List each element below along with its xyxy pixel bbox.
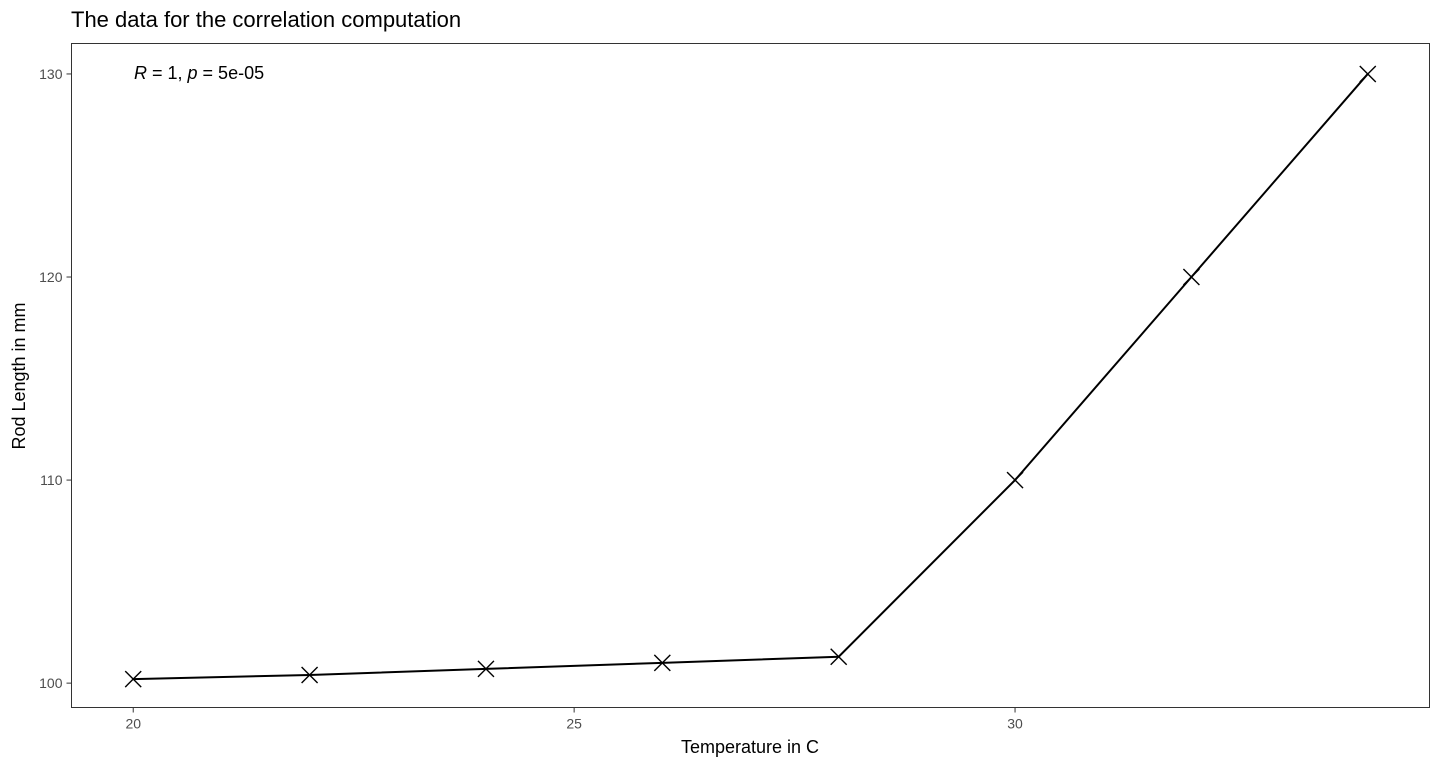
p-value: = 5e-05	[198, 63, 265, 83]
x-axis-title: Temperature in C	[681, 737, 819, 757]
chart-title: The data for the correlation computation	[71, 7, 461, 32]
r-value: = 1,	[147, 63, 188, 83]
data-point-marker	[830, 648, 848, 666]
y-tick-label: 100	[39, 675, 63, 691]
data-point-marker	[1006, 471, 1024, 489]
data-point-marker	[1182, 268, 1200, 286]
x-tick-label: 20	[125, 716, 141, 732]
data-point-marker	[301, 666, 319, 684]
plot-area	[124, 65, 1377, 688]
correlation-annotation: R = 1, p = 5e-05	[134, 63, 264, 83]
data-point-marker	[1359, 65, 1377, 83]
r-symbol: R	[134, 63, 147, 83]
series-line	[133, 73, 1369, 681]
data-point-marker	[477, 660, 495, 678]
x-axis: 20 25 30	[125, 707, 1023, 732]
data-point-marker	[653, 654, 671, 672]
p-symbol: p	[187, 63, 198, 83]
plot-panel	[71, 43, 1430, 708]
y-tick-label: 130	[39, 66, 63, 82]
data-point-marker	[124, 670, 142, 688]
y-axis-title: Rod Length in mm	[9, 302, 29, 449]
y-tick-label: 120	[39, 269, 63, 285]
y-axis: 100 110 120 130	[39, 66, 72, 691]
x-tick-label: 25	[566, 716, 582, 732]
x-tick-label: 30	[1007, 716, 1023, 732]
y-tick-label: 110	[40, 472, 63, 488]
